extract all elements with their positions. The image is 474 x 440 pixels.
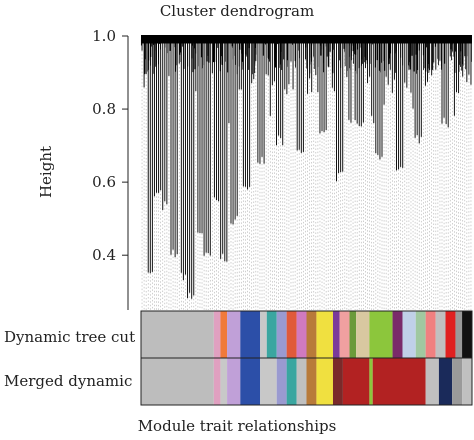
color-row-1: [140, 357, 473, 406]
module-segment: [342, 358, 370, 405]
module-segment: [213, 311, 221, 358]
module-segment: [356, 311, 370, 358]
module-segment: [316, 311, 333, 358]
y-axis-label: Height: [37, 145, 55, 199]
module-segment: [339, 311, 350, 358]
y-tick-label: 1.0: [92, 27, 116, 45]
module-segment: [227, 311, 241, 358]
module-segment: [438, 358, 453, 405]
module-segment: [452, 358, 463, 405]
module-segment: [276, 358, 287, 405]
module-segment: [220, 311, 228, 358]
module-segment: [213, 358, 221, 405]
module-segment: [332, 358, 343, 405]
module-segment: [369, 358, 373, 405]
module-segment: [455, 311, 463, 358]
module-segment: [260, 358, 277, 405]
color-row-0: [140, 310, 473, 359]
module-segment: [220, 358, 228, 405]
module-segment: [349, 311, 357, 358]
module-segment: [296, 311, 307, 358]
module-segment: [316, 358, 333, 405]
module-segment: [266, 311, 277, 358]
module-segment: [415, 311, 426, 358]
chart-title: Cluster dendrogram: [159, 2, 315, 20]
module-segment: [425, 358, 439, 405]
module-segment: [392, 311, 403, 358]
module-segment: [425, 311, 436, 358]
merge-bar: [141, 35, 472, 44]
module-segment: [260, 311, 267, 358]
row-label-dynamic-tree-cut: Dynamic tree cut: [4, 328, 136, 346]
module-segment: [435, 311, 446, 358]
module-segment: [276, 311, 287, 358]
module-color-rows: [140, 310, 473, 406]
footer-caption: Module trait relationships: [137, 417, 337, 435]
module-segment: [445, 311, 456, 358]
module-segment: [286, 358, 297, 405]
module-segment: [240, 358, 261, 405]
row-border: [140, 357, 473, 406]
dendrogram-tree: [140, 35, 472, 310]
module-segment: [462, 358, 472, 405]
module-segment: [332, 311, 340, 358]
row-label-merged-dynamic: Merged dynamic: [4, 372, 133, 390]
module-segment: [369, 311, 393, 358]
module-segment: [141, 358, 214, 405]
module-segment: [462, 311, 472, 358]
module-segment: [306, 358, 317, 405]
module-segment: [402, 311, 416, 358]
module-segment: [296, 358, 307, 405]
module-segment: [141, 311, 214, 358]
module-segment: [240, 311, 261, 358]
y-tick-label: 0.6: [92, 173, 116, 191]
module-segment: [306, 311, 317, 358]
module-segment: [372, 358, 426, 405]
module-segment: [227, 358, 241, 405]
y-axis: 0.4 0.6 0.8 1.0: [92, 27, 129, 310]
module-segment: [286, 311, 297, 358]
y-tick-label: 0.8: [92, 100, 116, 118]
y-tick-label: 0.4: [92, 246, 116, 264]
